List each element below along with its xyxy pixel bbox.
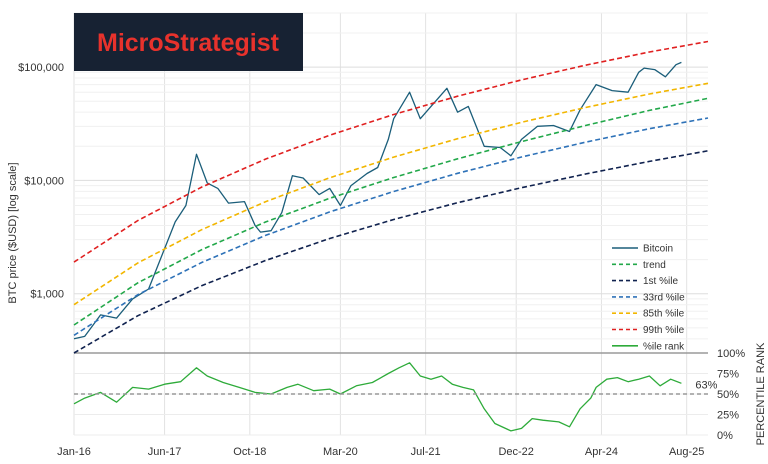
- x-axis-ticks: Jan-16 Jun-17 Oct-18 Mar-20 Jul-21 Dec-22 Apr-…: [57, 446, 704, 458]
- legend: Bitcoin trend 1st %ile 33rd %ile 85th %ile 99…: [612, 244, 685, 352]
- y2-tick-label: 50%: [717, 389, 739, 401]
- x-tick-label: Mar-20: [323, 446, 358, 458]
- y2-tick-label: 25%: [717, 410, 739, 422]
- legend-label-33rd-ile: 33rd %ile: [643, 292, 685, 303]
- y-tick-label: $10,000: [24, 175, 64, 187]
- y2-tick-label: 100%: [717, 348, 745, 360]
- y2-tick-label: 75%: [717, 369, 739, 381]
- y-axis-ticks: $1,000 $10,000 $100,000: [18, 62, 64, 301]
- series-line-1st-ile: [73, 150, 709, 354]
- legend-label-85th-ile: 85th %ile: [643, 309, 685, 320]
- x-tick-label: Oct-18: [233, 446, 266, 458]
- y-tick-label: $100,000: [18, 62, 64, 74]
- series-line-99th-ile: [73, 40, 709, 263]
- y-axis-label: BTC price ($USD) [log scale]: [7, 162, 19, 303]
- series-line-trend: [73, 97, 709, 326]
- logo-text: MicroStrategist: [97, 29, 280, 57]
- y2-tick-label: 0%: [717, 430, 733, 442]
- x-tick-label: Jun-17: [148, 446, 182, 458]
- legend-label-trend: trend: [643, 260, 666, 271]
- current-rank-annotation: 63%: [695, 379, 717, 391]
- legend-label-bitcoin: Bitcoin: [643, 244, 673, 255]
- x-tick-label: Dec-22: [498, 446, 533, 458]
- legend-label-99th-ile: 99th %ile: [643, 325, 685, 336]
- series-line-85th-ile: [73, 82, 709, 306]
- y-tick-label: $1,000: [30, 289, 64, 301]
- series-line-33rd-ile: [73, 117, 709, 336]
- logo: MicroStrategist: [74, 13, 303, 71]
- series-lines: [73, 40, 709, 432]
- legend-label-ile-rank: %ile rank: [643, 341, 685, 352]
- legend-label-1st-ile: 1st %ile: [643, 276, 678, 287]
- secondary-y-axis-label: PERCENTILE RANK: [755, 342, 767, 445]
- series-line-ile-rank: [73, 362, 682, 432]
- x-tick-label: Aug-25: [669, 446, 704, 458]
- secondary-y-axis-ticks: 0% 25% 50% 75% 100%: [717, 348, 745, 442]
- x-tick-label: Jan-16: [57, 446, 91, 458]
- logo-background: [74, 13, 303, 71]
- series-line-bitcoin: [73, 61, 682, 340]
- x-tick-label: Jul-21: [411, 446, 441, 458]
- x-tick-label: Apr-24: [585, 446, 618, 458]
